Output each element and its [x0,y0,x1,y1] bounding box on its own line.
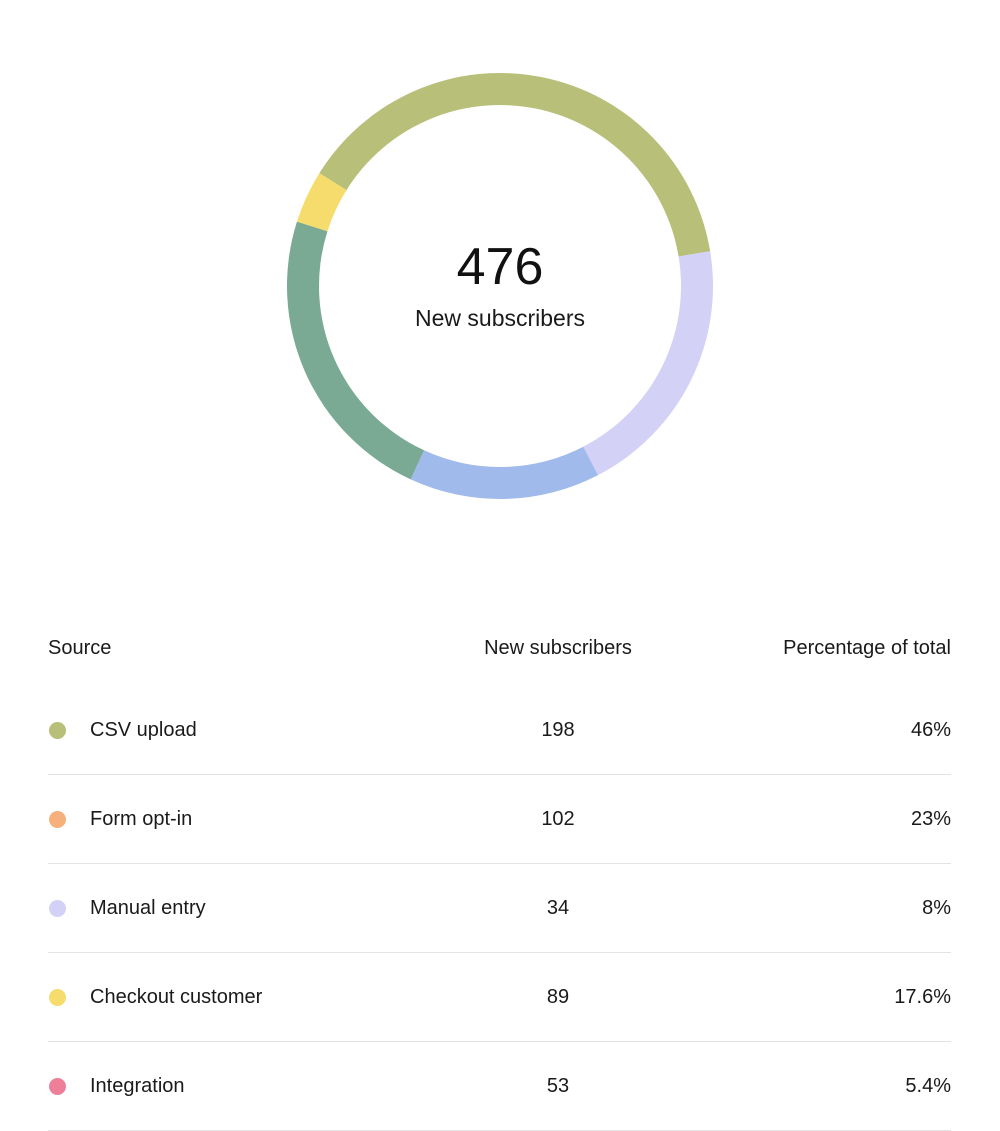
table-row: Form opt-in 102 23% [48,775,951,864]
source-cell: Manual entry [48,897,468,920]
source-label: CSV upload [90,718,197,741]
table-row: Manual entry 34 8% [48,864,951,953]
header-source: Source [48,636,112,659]
total-subscribers-label: New subscribers [415,305,585,331]
source-label: Integration [90,1074,185,1097]
source-cell: CSV upload [48,719,468,742]
legend-dot-icon [49,899,66,917]
source-cell: Integration [48,1075,468,1098]
legend-dot-icon [49,1077,66,1095]
subscriber-source-table: Source New subscribers Percentage of tot… [48,610,951,1131]
donut-slices [287,72,714,500]
subscriber-count: 102 [541,807,575,830]
subscriber-count: 198 [541,718,575,741]
legend-dot-icon [49,810,66,828]
source-label: Form opt-in [90,807,193,830]
percentage-value: 17.6% [894,985,951,1008]
table-header: Source New subscribers Percentage of tot… [48,610,951,686]
total-subscribers-value: 476 [457,238,544,296]
table-body: CSV upload 198 46% Form opt-in 102 23% M… [48,686,951,1131]
donut-slice-1 [319,72,711,257]
subscriber-count: 34 [546,896,570,919]
donut-slice-3 [410,446,599,500]
donut-slice-5 [296,173,347,232]
table-row: CSV upload 198 46% [48,686,951,775]
percentage-value: 5.4% [905,1074,951,1097]
source-label: Manual entry [90,896,206,919]
header-new-subscribers: New subscribers [484,636,632,659]
legend-dot-icon [49,988,66,1006]
source-cell: Checkout customer [48,986,468,1009]
subscriber-count: 89 [546,985,570,1008]
subscriber-count: 53 [546,1074,570,1097]
donut-slice-4 [287,221,425,480]
percentage-value: 46% [910,718,951,741]
donut-chart: 476 New subscribers [287,72,714,500]
percentage-value: 8% [922,896,951,919]
source-cell: Form opt-in [48,808,468,831]
donut-slice-2 [583,251,714,476]
percentage-value: 23% [910,807,951,830]
table-row: Integration 53 5.4% [48,1042,951,1131]
legend-dot-icon [49,721,66,739]
source-label: Checkout customer [90,985,263,1008]
table-row: Checkout customer 89 17.6% [48,953,951,1042]
header-percentage: Percentage of total [783,636,951,659]
